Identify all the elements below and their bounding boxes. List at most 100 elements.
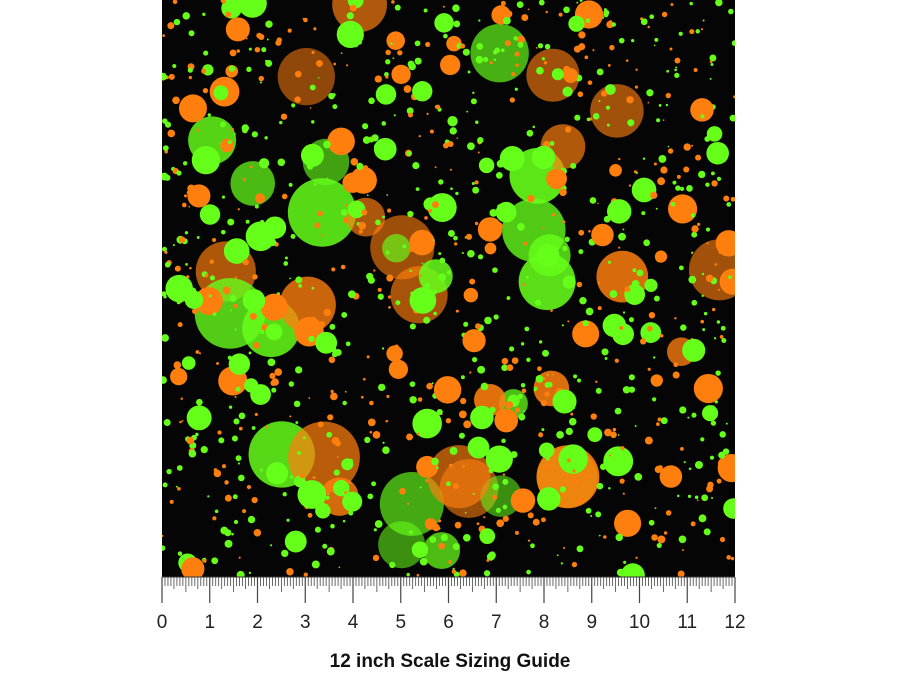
splatter-dot — [229, 49, 237, 57]
splatter-dot — [537, 487, 561, 511]
splatter-dot — [635, 171, 639, 175]
splatter-dot — [409, 229, 435, 256]
splatter-dot — [386, 345, 403, 362]
splatter-dot — [446, 481, 451, 487]
splatter-dot — [455, 191, 459, 196]
splatter-dot — [307, 512, 313, 518]
splatter-dot — [366, 194, 369, 197]
splatter-dot — [565, 478, 568, 481]
splatter-dot — [454, 521, 462, 529]
splatter-dot — [711, 307, 716, 312]
splatter-dot — [186, 405, 212, 431]
splatter-dot — [386, 31, 405, 50]
splatter-dot — [388, 359, 408, 379]
splatter-dot — [341, 311, 348, 318]
splatter-dot — [346, 12, 354, 20]
splatter-dot — [453, 20, 461, 28]
splatter-dot — [436, 408, 443, 416]
splatter-dot — [223, 238, 250, 264]
splatter-dot — [675, 66, 678, 69]
splatter-dot — [211, 237, 217, 243]
splatter-dot — [439, 257, 446, 264]
splatter-dot — [612, 427, 617, 432]
splatter-dot — [385, 75, 389, 79]
splatter-dot — [245, 37, 248, 40]
splatter-dot — [472, 186, 480, 194]
splatter-dot — [194, 287, 223, 316]
splatter-dot — [506, 364, 514, 371]
splatter-dot — [615, 533, 623, 542]
splatter-dot — [271, 378, 279, 386]
splatter-dot — [618, 246, 621, 249]
splatter-dot — [721, 337, 727, 344]
splatter-dot — [186, 275, 190, 279]
splatter-dot — [695, 154, 702, 161]
splatter-dot — [371, 136, 373, 139]
splatter-dot — [185, 262, 188, 266]
splatter-dot — [372, 430, 381, 439]
splatter-dot — [237, 0, 267, 18]
splatter-dot — [442, 142, 449, 149]
splatter-dot — [438, 542, 446, 550]
splatter-dot — [521, 14, 529, 22]
splatter-dot — [714, 263, 718, 266]
splatter-dot — [467, 436, 490, 459]
splatter-dot — [308, 335, 315, 343]
splatter-dot — [255, 193, 266, 204]
splatter-dot — [382, 215, 385, 219]
splatter-dot — [178, 94, 207, 123]
splatter-dot — [295, 366, 303, 374]
splatter-dot — [242, 177, 246, 181]
splatter-dot — [200, 446, 208, 454]
splatter-dot — [233, 418, 240, 425]
splatter-dot — [265, 20, 273, 28]
splatter-dot — [389, 561, 396, 569]
splatter-dot — [315, 331, 338, 354]
splatter-dot — [467, 142, 475, 151]
splatter-dot — [385, 250, 390, 255]
splatter-dot — [702, 19, 705, 22]
splatter-dot — [475, 55, 484, 64]
splatter-dot — [423, 8, 428, 13]
splatter-dot — [676, 494, 680, 498]
splatter-dot — [479, 528, 496, 545]
splatter-dot — [726, 202, 732, 207]
splatter-dot — [570, 162, 577, 169]
splatter-dot — [595, 511, 602, 518]
splatter-dot — [496, 519, 505, 528]
splatter-dot — [517, 41, 524, 48]
splatter-dot — [541, 517, 546, 523]
splatter-dot — [349, 4, 357, 12]
splatter-dot — [697, 222, 701, 227]
splatter-dot — [635, 556, 638, 559]
splatter-dot — [381, 347, 385, 350]
splatter-dot — [678, 265, 684, 271]
splatter-dot — [412, 81, 433, 102]
splatter-dot — [514, 407, 521, 413]
splatter-dot — [610, 431, 617, 439]
splatter-dot — [176, 170, 182, 176]
splatter-dot — [525, 275, 529, 279]
splatter-dot — [386, 394, 390, 399]
splatter-dot — [541, 428, 545, 432]
splatter-dot — [416, 573, 420, 577]
splatter-dot — [224, 539, 233, 548]
splatter-dot — [565, 126, 572, 133]
splatter-dot — [166, 468, 172, 475]
splatter-dot — [432, 523, 440, 532]
splatter-dot — [618, 157, 621, 161]
splatter-dot — [162, 172, 169, 181]
splatter-dot — [476, 43, 484, 50]
splatter-dot — [300, 143, 324, 167]
splatter-dot — [458, 410, 467, 419]
splatter-dot — [622, 228, 625, 231]
splatter-dot — [648, 519, 655, 526]
splatter-dot — [286, 518, 290, 522]
splatter-dot — [647, 101, 650, 104]
splatter-dot — [408, 530, 413, 535]
splatter-dot — [582, 320, 589, 327]
splatter-dot — [683, 166, 690, 173]
splatter-dot — [467, 249, 475, 258]
splatter-dot — [463, 287, 479, 303]
splatter-dot — [719, 536, 726, 543]
